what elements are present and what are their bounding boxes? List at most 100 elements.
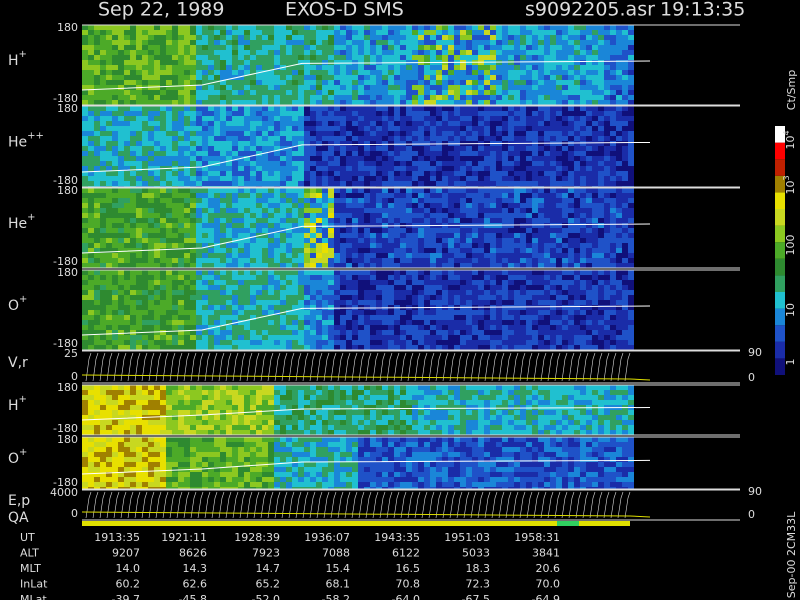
spectrogram-cell xyxy=(622,218,628,223)
spectrogram-cell xyxy=(226,176,232,181)
spectrogram-cell xyxy=(292,70,298,75)
spectrogram-cell xyxy=(436,90,442,95)
spectrogram-cell xyxy=(178,166,184,171)
spectrogram-cell xyxy=(160,181,166,186)
spectrogram-cell xyxy=(364,106,370,111)
spectrogram-cell xyxy=(316,248,322,253)
spectrogram-cell xyxy=(520,136,526,141)
spectrogram-cell xyxy=(424,50,430,55)
spectrogram-cell xyxy=(166,85,172,90)
spectrogram-cell xyxy=(166,55,172,60)
spectrogram-cell xyxy=(112,253,118,258)
spectrogram-cell xyxy=(562,55,568,60)
spectrogram-cell xyxy=(286,263,292,268)
spectrogram-cell xyxy=(310,30,316,35)
spectrogram-cell xyxy=(244,136,250,141)
spectrogram-cell xyxy=(142,151,148,156)
spectrogram-cell xyxy=(94,305,100,310)
spectrogram-cell xyxy=(226,106,232,111)
spectrogram-cell xyxy=(568,253,574,258)
spectrogram-cell xyxy=(286,121,292,126)
spectrogram-cell xyxy=(502,146,508,151)
spectrogram-cell xyxy=(478,116,484,121)
spectrogram-cell xyxy=(526,95,532,100)
spectrogram-cell xyxy=(172,198,178,203)
spectrogram-cell xyxy=(532,40,538,45)
spectrogram-cell xyxy=(184,280,190,285)
spectrogram-cell xyxy=(334,188,340,193)
spectrogram-cell xyxy=(106,40,112,45)
spectrogram-cell xyxy=(190,345,196,350)
spectrogram-cell xyxy=(316,263,322,268)
spectrogram-cell xyxy=(472,75,478,80)
spectrogram-cell xyxy=(538,30,544,35)
spectrogram-cell xyxy=(466,136,472,141)
spectrogram-cell xyxy=(460,95,466,100)
spectrogram-cell xyxy=(514,166,520,171)
spectrogram-cell xyxy=(94,100,100,105)
spectrogram-cell xyxy=(616,55,622,60)
spectrogram-cell xyxy=(268,136,274,141)
spectrogram-cell xyxy=(316,116,322,121)
spectrogram-cell xyxy=(538,50,544,55)
spectrogram-cell xyxy=(328,45,334,50)
spectrogram-cell xyxy=(508,156,514,161)
spectrogram-cell xyxy=(448,100,454,105)
spectrogram-cell xyxy=(328,60,334,65)
spectrogram-cell xyxy=(346,60,352,65)
spectrogram-cell xyxy=(568,208,574,213)
spectrogram-cell xyxy=(406,243,412,248)
spectrogram-cell xyxy=(160,30,166,35)
spectrogram-cell xyxy=(154,275,160,280)
spectrogram-cell xyxy=(574,121,580,126)
spectrogram-cell xyxy=(304,116,310,121)
spectrogram-cell xyxy=(232,188,238,193)
spectrogram-cell xyxy=(526,136,532,141)
spectrogram-cell xyxy=(136,95,142,100)
spectrogram-cell xyxy=(346,70,352,75)
spectrogram-cell xyxy=(232,295,238,300)
spectrogram-cell xyxy=(112,90,118,95)
spectrogram-cell xyxy=(412,146,418,151)
spectrogram-cell xyxy=(340,188,346,193)
spectrogram-cell xyxy=(352,85,358,90)
spectrogram-cell xyxy=(574,75,580,80)
spectrogram-cell xyxy=(214,198,220,203)
spectrogram-cell xyxy=(586,65,592,70)
spectrogram-cell xyxy=(370,116,376,121)
spectrogram-cell xyxy=(616,131,622,136)
spectrogram-cell xyxy=(244,238,250,243)
spectrogram-cell xyxy=(316,35,322,40)
spectrogram-cell xyxy=(478,263,484,268)
spectrogram-cell xyxy=(208,258,214,263)
spectrogram-cell xyxy=(592,213,598,218)
spectrogram-cell xyxy=(310,75,316,80)
spectrogram-cell xyxy=(556,248,562,253)
spectrogram-cell xyxy=(358,181,364,186)
spectrogram-cell xyxy=(244,35,250,40)
spectrogram-cell xyxy=(160,330,166,335)
spectrogram-cell xyxy=(628,233,634,238)
spectrogram-cell xyxy=(154,65,160,70)
spectrogram-cell xyxy=(370,218,376,223)
spectrogram-cell xyxy=(586,253,592,258)
spectrogram-cell xyxy=(502,111,508,116)
spectrogram-cell xyxy=(436,75,442,80)
spectrogram-cell xyxy=(202,315,208,320)
spectrogram-cell xyxy=(184,40,190,45)
spectrogram-cell xyxy=(172,325,178,330)
spectrogram-cell xyxy=(172,85,178,90)
spectrogram-cell xyxy=(130,325,136,330)
spectrogram-cell xyxy=(184,300,190,305)
spectrogram-cell xyxy=(208,335,214,340)
spectrogram-cell xyxy=(280,25,286,30)
spectrogram-cell xyxy=(88,295,94,300)
spectrogram-cell xyxy=(172,305,178,310)
spectrogram-cell xyxy=(358,126,364,131)
spectrogram-cell xyxy=(352,65,358,70)
spectrogram-cell xyxy=(130,151,136,156)
spectrogram-cell xyxy=(562,188,568,193)
spectrogram-cell xyxy=(574,116,580,121)
spectrogram-cell xyxy=(154,126,160,131)
spectrogram-cell xyxy=(124,188,130,193)
